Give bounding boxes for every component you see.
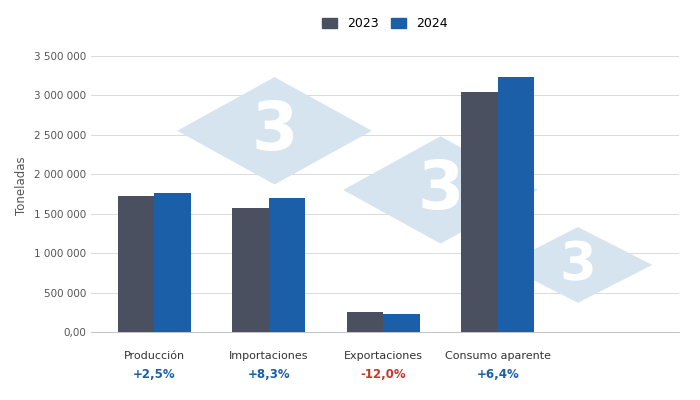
Text: 3: 3 (559, 239, 596, 291)
Bar (118, 196, 155, 332)
Bar (498, 77, 534, 332)
Text: Exportaciones: Exportaciones (344, 352, 423, 362)
Polygon shape (177, 77, 372, 184)
Bar (155, 193, 191, 332)
Text: 3: 3 (417, 157, 463, 223)
Text: +6,4%: +6,4% (477, 368, 519, 381)
Text: Consumo aparente: Consumo aparente (444, 352, 551, 362)
Bar (346, 312, 384, 332)
Text: 3: 3 (251, 98, 298, 164)
Bar (461, 92, 498, 332)
Text: Importaciones: Importaciones (229, 352, 309, 362)
Bar (384, 314, 420, 332)
Text: +2,5%: +2,5% (133, 368, 176, 381)
Text: -12,0%: -12,0% (360, 368, 406, 381)
Bar (232, 208, 269, 332)
Legend: 2023, 2024: 2023, 2024 (322, 17, 448, 30)
Polygon shape (343, 136, 538, 244)
Text: Producción: Producción (124, 352, 185, 362)
Polygon shape (503, 227, 652, 303)
Y-axis label: Toneladas: Toneladas (15, 157, 28, 215)
Bar (269, 198, 305, 332)
Text: +8,3%: +8,3% (248, 368, 290, 381)
